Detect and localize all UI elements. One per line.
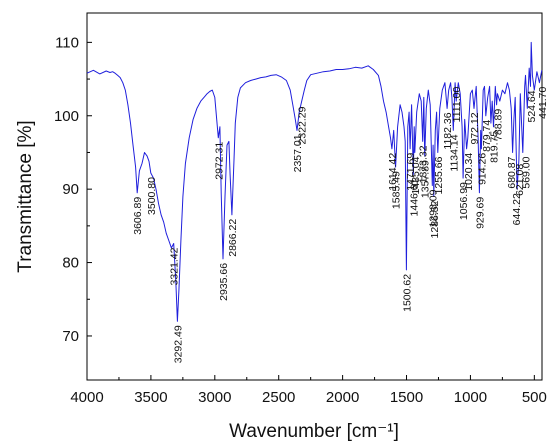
peak-label: 1471.69 [405,153,417,191]
x-tick-label: 3000 [198,389,231,406]
peak-label: 3500.80 [146,177,158,215]
plot-frame [86,12,543,381]
x-tick-label: 500 [522,389,547,406]
peak-label: 621.08 [514,164,526,196]
y-tick-label: 70 [62,328,79,345]
peak-label: 1446.61 [408,178,420,216]
peak-label: 3321.42 [169,247,181,285]
peak-label: 1435.04 [410,156,422,194]
peak-label: 1500.62 [401,274,413,312]
peak-label: 1134.14 [448,134,460,171]
x-tick-label: 4000 [70,389,103,406]
peak-label: 1298.09 [427,189,439,227]
y-tick-label: 80 [62,255,79,272]
y-tick-label: 110 [55,34,79,51]
peak-label: 2866.22 [227,219,239,257]
x-tick-label: 2500 [262,389,295,406]
peak-label: 1373.32 [418,145,430,183]
x-axis-tick-labels: 4000 3500 3000 2500 2000 1500 1000 500 [70,389,547,406]
peak-label: 441.70 [537,87,549,119]
peak-label: 788.89 [492,109,504,141]
y-axis-title: Transmittance [%] [15,120,36,272]
peak-label: 1020.34 [463,153,475,191]
peak-label: 524.64 [526,90,538,122]
peak-label: 1585.49 [391,171,403,209]
peak-label: 644.22 [511,193,523,225]
peak-label: 1056.99 [458,182,470,220]
y-axis-ticks [87,41,92,337]
peak-label: 819.75 [489,131,501,163]
peak-label: 3606.89 [132,197,144,235]
peak-label: 2972.31 [213,142,225,180]
peak-label: 1614.42 [387,153,399,191]
peak-label: 3292.49 [172,325,184,363]
peak-label: 2322.29 [296,106,308,144]
y-tick-label: 100 [54,108,79,125]
x-tick-label: 2000 [326,389,359,406]
x-tick-label: 1500 [390,389,423,406]
peak-label: 972.12 [469,112,481,144]
y-axis-tick-labels: 70 80 90 100 110 [54,34,79,345]
x-tick-label: 1000 [454,389,487,406]
peak-label: 929.69 [474,197,486,229]
peak-label: 2357.01 [292,134,304,172]
peak-label: 1182.36 [442,112,454,149]
x-tick-label: 3500 [134,389,167,406]
x-axis-ticks [86,375,535,380]
spectrum-line [86,41,543,322]
y-tick-label: 90 [62,181,79,198]
peak-label: 2935.66 [218,263,230,301]
peak-label: 569.00 [521,156,533,188]
peak-label: 680.87 [506,156,518,188]
peak-label: 1255.66 [433,156,445,194]
peak-label: 914.26 [476,153,488,185]
peak-label: 879.74 [481,120,493,152]
peak-label: 1357.89 [420,160,432,198]
peak-label: 1286.52 [429,200,441,238]
x-axis-title: Wavenumber [cm⁻¹] [229,421,399,442]
peak-label: 1111.00 [451,87,463,123]
